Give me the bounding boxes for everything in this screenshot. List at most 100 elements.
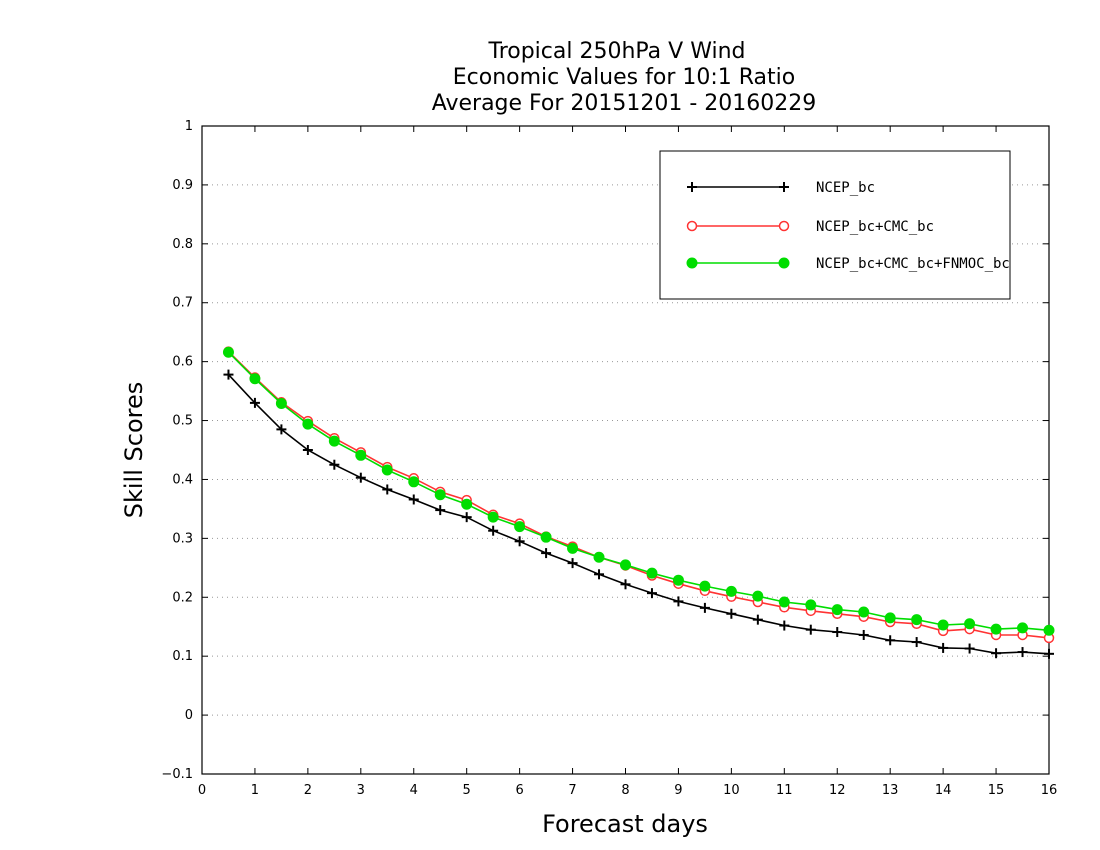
data-point [461,498,473,510]
x-tick-label: 3 [357,783,365,798]
data-point [540,531,552,543]
x-tick-label: 7 [568,783,576,798]
x-tick-label: 4 [410,783,418,798]
y-tick-label: 0.2 [172,590,193,605]
data-point [249,397,260,408]
data-point [355,472,366,483]
data-point [275,397,287,409]
data-point [1017,622,1029,634]
y-tick-label: 0.1 [172,649,193,664]
data-point [805,624,816,635]
legend-label: NCEP_bc [816,180,875,196]
data-point [514,521,526,533]
data-point [752,614,763,625]
data-point [302,445,313,455]
data-point [567,542,579,554]
data-point [938,642,949,653]
data-point [355,449,367,461]
y-tick-label: 0.6 [172,355,193,370]
title-line-2: Economic Values for 10:1 Ratio [453,65,795,90]
data-point [672,574,684,586]
x-tick-label: 15 [988,783,1005,798]
x-tick-label: 9 [674,783,682,798]
y-tick-label: 0.5 [172,414,193,429]
legend-marker-left [686,220,698,232]
legend-entries: NCEP_bc NCEP_bc+CMC_bc NCEP_bc+CMC_bc+FNMO… [686,180,1010,272]
legend-item: NCEP_bc+CMC_bc+FNMOC_bc [686,256,1010,272]
series-1 [223,369,1054,659]
series-2 [223,346,1055,644]
data-point [725,585,737,597]
y-axis-ticks: −0.1 0 0.1 0.2 0.3 0.4 0.5 0.6 0.7 0.8 0.9 1 [161,119,1049,782]
x-tick-label: 11 [776,783,793,798]
data-point [752,590,764,602]
legend-box [659,150,1011,300]
legend-label: NCEP_bc+CMC_bc [816,219,934,235]
data-point [779,620,790,631]
data-point [594,569,605,580]
x-axis-ticks: 0 1 2 3 4 5 6 7 8 9 10 11 12 13 14 15 16 [198,126,1057,798]
data-point [699,580,711,592]
y-tick-label: 0.7 [172,296,193,311]
data-point [488,525,499,536]
x-tick-label: 6 [515,783,523,798]
data-point [408,476,420,488]
data-point [567,558,578,569]
y-axis-label: Skill Scores [120,382,148,519]
legend-item: NCEP_bc [687,180,875,196]
data-point [937,619,949,631]
data-point [726,608,737,619]
data-point [302,418,314,430]
data-point [990,623,1002,635]
data-point [964,643,975,654]
data-point [991,648,1002,659]
data-point [435,505,446,516]
x-tick-label: 10 [723,783,740,798]
data-point [222,346,234,358]
data-point [1043,624,1055,636]
x-tick-label: 12 [829,783,846,798]
data-point [885,635,896,646]
legend-marker-right [778,257,790,269]
data-point [487,511,499,523]
data-point [514,536,525,547]
data-point [778,596,790,608]
data-point [858,606,870,618]
data-point [964,618,976,630]
data-point [832,627,843,638]
y-tick-label: 0.4 [172,472,193,487]
y-tick-label: −0.1 [161,767,193,782]
x-tick-label: 2 [304,783,312,798]
series-line [227,374,1050,655]
data-point [911,637,922,648]
y-tick-label: 0.8 [172,237,193,252]
x-tick-label: 14 [935,783,952,798]
data-point [223,369,234,380]
x-tick-label: 5 [463,783,471,798]
series-line [227,351,1050,639]
data-point [673,596,684,607]
data-point [593,551,605,563]
data-point [1044,648,1054,659]
chart-title: Tropical 250hPa V Wind Economic Values f… [432,39,817,116]
legend-marker-right [778,220,790,232]
data-point [646,567,658,579]
x-tick-label: 16 [1041,783,1058,798]
data-point [884,612,896,624]
legend-label: NCEP_bc+CMC_bc+FNMOC_bc [816,256,1010,272]
y-tick-label: 1 [185,119,193,134]
data-point [434,489,446,501]
data-point [541,548,552,559]
y-tick-label: 0.9 [172,178,193,193]
x-tick-label: 0 [198,783,206,798]
data-point [249,373,261,385]
data-point [461,512,472,523]
legend-marker-left [687,182,697,192]
x-axis-label: Forecast days [542,810,708,838]
data-point [329,459,340,470]
data-point [858,629,869,640]
legend-item: NCEP_bc+CMC_bc [686,219,934,235]
data-point [381,464,393,476]
legend-marker-right [779,182,789,192]
data-point [620,559,631,571]
